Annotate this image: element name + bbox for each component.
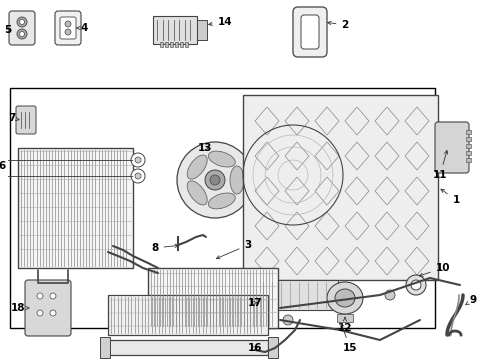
Circle shape: [385, 290, 395, 300]
Bar: [108, 340, 268, 355]
Bar: [268, 337, 278, 358]
Text: 1: 1: [441, 189, 460, 205]
FancyBboxPatch shape: [301, 15, 319, 49]
FancyBboxPatch shape: [293, 7, 327, 57]
Circle shape: [65, 21, 71, 27]
Text: 18: 18: [11, 303, 29, 313]
FancyBboxPatch shape: [9, 11, 35, 45]
Circle shape: [135, 157, 141, 163]
Circle shape: [205, 170, 225, 190]
Text: 9: 9: [466, 295, 477, 305]
Text: 11: 11: [433, 150, 448, 180]
Ellipse shape: [230, 166, 244, 194]
Text: 12: 12: [338, 317, 352, 333]
Bar: [243, 95, 438, 280]
Text: 6: 6: [0, 161, 6, 171]
Circle shape: [17, 17, 27, 27]
Text: 10: 10: [419, 263, 450, 276]
Circle shape: [50, 293, 56, 299]
Bar: [175, 42, 178, 47]
FancyBboxPatch shape: [55, 11, 81, 45]
Circle shape: [131, 153, 145, 167]
Bar: [170, 42, 173, 47]
Text: 7: 7: [8, 113, 19, 123]
Bar: [108, 295, 268, 335]
Bar: [165, 42, 168, 47]
Text: 15: 15: [341, 324, 357, 353]
Circle shape: [283, 315, 293, 325]
Bar: [466, 151, 471, 155]
Circle shape: [37, 310, 43, 316]
Bar: [153, 16, 197, 44]
Bar: [10, 88, 435, 328]
Text: 2: 2: [328, 20, 348, 30]
Text: 5: 5: [4, 25, 12, 35]
Circle shape: [406, 275, 426, 295]
FancyBboxPatch shape: [16, 106, 36, 134]
Text: 14: 14: [209, 17, 232, 27]
Bar: [148, 268, 278, 328]
Bar: [337, 314, 353, 322]
Ellipse shape: [327, 282, 363, 314]
Ellipse shape: [187, 155, 207, 179]
Circle shape: [17, 29, 27, 39]
Circle shape: [20, 19, 25, 24]
Text: 13: 13: [198, 143, 212, 153]
Text: 17: 17: [247, 298, 262, 308]
Text: 8: 8: [151, 243, 178, 253]
Circle shape: [177, 142, 253, 218]
Ellipse shape: [187, 181, 207, 205]
Bar: [466, 137, 471, 141]
Bar: [466, 144, 471, 148]
Bar: [197, 20, 207, 40]
Bar: [18, 148, 133, 268]
Ellipse shape: [208, 193, 235, 209]
Bar: [466, 130, 471, 134]
Circle shape: [131, 169, 145, 183]
Circle shape: [411, 280, 421, 290]
Circle shape: [65, 29, 71, 35]
Circle shape: [37, 293, 43, 299]
Bar: [466, 158, 471, 162]
Bar: [160, 42, 163, 47]
Ellipse shape: [335, 289, 355, 307]
Ellipse shape: [208, 151, 235, 167]
Bar: [100, 337, 110, 358]
Bar: [185, 42, 188, 47]
Text: 16: 16: [248, 343, 262, 353]
Circle shape: [20, 31, 25, 36]
Text: 3: 3: [217, 240, 252, 259]
Circle shape: [50, 310, 56, 316]
Text: 4: 4: [77, 23, 88, 33]
FancyBboxPatch shape: [435, 122, 469, 173]
Circle shape: [210, 175, 220, 185]
FancyBboxPatch shape: [25, 280, 71, 336]
Circle shape: [135, 173, 141, 179]
Bar: [180, 42, 183, 47]
Bar: [258, 280, 338, 310]
FancyBboxPatch shape: [60, 17, 76, 39]
